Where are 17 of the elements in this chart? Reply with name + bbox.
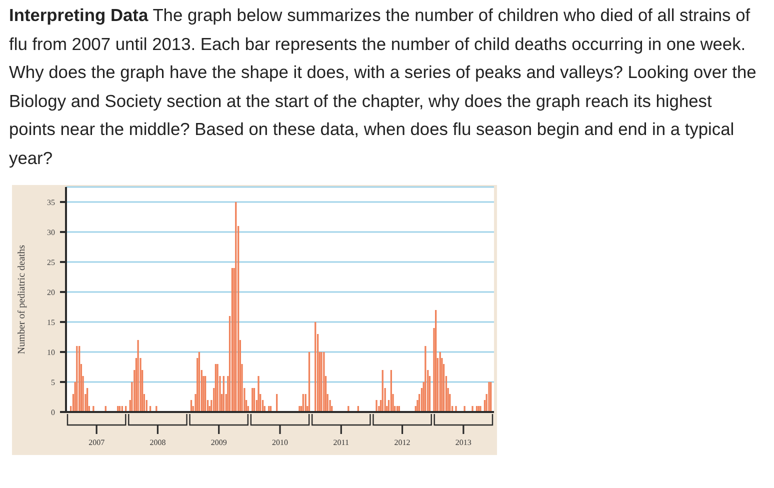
x-tick-label: 2011 (333, 438, 349, 447)
y-tick-label: 5 (51, 378, 55, 387)
y-tick-label: 15 (47, 318, 55, 327)
x-tick-label: 2013 (455, 438, 472, 447)
y-tick-label: 20 (47, 288, 55, 297)
x-tick-label: 2010 (272, 438, 288, 447)
chart-title: Interpreting Data (9, 5, 148, 25)
y-tick-label: 10 (47, 348, 55, 357)
x-tick-label: 2007 (88, 438, 105, 447)
x-tick-label: 2008 (150, 438, 166, 447)
y-tick-label: 25 (47, 258, 55, 267)
y-tick-label: 30 (47, 228, 55, 237)
y-tick-label: 35 (47, 198, 55, 207)
x-tick-label: 2009 (210, 438, 227, 447)
x-tick-label: 2012 (394, 438, 410, 447)
y-tick-label: 0 (51, 408, 55, 417)
y-axis-title: Number of pediatric deaths (16, 244, 28, 354)
